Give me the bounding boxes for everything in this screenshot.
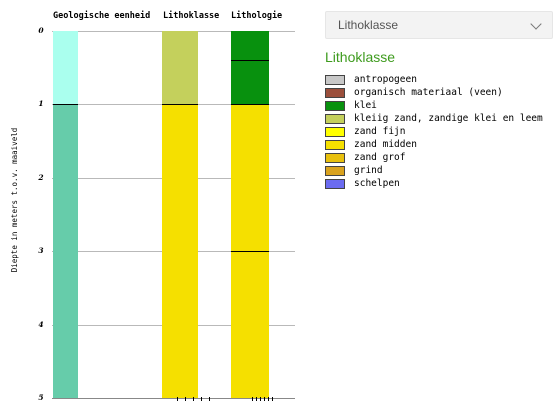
layer-3-2[interactable] [231,60,269,104]
legend-label: organisch materiaal (veen) [354,87,503,98]
legend-swatch [325,140,345,150]
legend-label: klei [354,100,377,111]
column-header-lithologie: Lithologie [231,11,283,21]
legend-item: zand midden [325,139,560,152]
legend-item: organisch materiaal (veen) [325,87,560,100]
legend-swatch [325,114,345,124]
depth-tick-label: 4 [38,320,44,329]
legend-label: zand fijn [354,126,406,137]
scale-minor-tick [177,397,178,401]
legend-item: klei [325,100,560,113]
legend-item: kleiig zand, zandige klei en leem [325,113,560,126]
legend-item: schelpen [325,178,560,191]
legend-label: zand grof [354,152,406,163]
layer-boundary-line [231,60,269,61]
legend-label: zand midden [354,139,417,150]
layer-boundary-line [231,104,269,105]
scale-minor-tick [264,397,265,401]
legend-item: grind [325,165,560,178]
layer-boundary-line [231,251,269,252]
borehole-profile: Geologische eenheid Lithoklasse Litholog… [10,11,295,402]
scale-minor-tick [252,397,253,401]
legend-swatch [325,127,345,137]
legend-swatch [325,88,345,98]
column-header-geologische-eenheid: Geologische eenheid [53,11,151,21]
scale-minor-tick [256,397,257,401]
legend-label: antropogeen [354,74,417,85]
depth-tick-label: 0 [38,26,44,35]
layer-3-4[interactable] [231,251,269,398]
legend-label: schelpen [354,178,400,189]
layer-3-3[interactable] [231,104,269,251]
chevron-down-icon[interactable] [530,18,542,30]
scale-minor-tick [268,397,269,401]
legend-item: zand fijn [325,126,560,139]
legend-item: antropogeen [325,74,560,87]
depth-axis-title: Diepte in meters t.o.v. maaiveld [10,127,19,273]
legend-label: kleiig zand, zandige klei en leem [354,113,543,124]
layer-boundary-line [53,104,78,105]
depth-tick-label: 3 [38,246,44,255]
legend-swatch [325,166,345,176]
legend-item: zand grof [325,152,560,165]
layer-boundary-line [162,104,198,105]
scale-minor-tick [260,397,261,401]
dropdown-selected-value: Lithoklasse [338,18,399,32]
layer-1-1[interactable] [53,31,78,104]
legend-type-dropdown[interactable]: Lithoklasse [325,11,553,39]
layer-2-2[interactable] [162,104,198,398]
legend-title: Lithoklasse [325,49,396,65]
legend-label: grind [354,165,383,176]
scale-minor-tick [185,397,186,401]
legend-swatch [325,153,345,163]
depth-tick-label: 2 [38,173,44,182]
depth-tick-label: 1 [38,99,44,108]
scale-minor-tick [201,397,202,401]
legend-swatch [325,101,345,111]
scale-minor-tick [193,397,194,401]
column-header-lithoklasse: Lithoklasse [163,11,220,21]
layer-1-2[interactable] [53,104,78,398]
layer-2-1[interactable] [162,31,198,104]
legend-list: antropogeen organisch materiaal (veen) kle… [325,74,560,191]
legend-swatch [325,75,345,85]
scale-minor-tick [209,397,210,401]
scale-minor-tick [272,397,273,401]
depth-tick-label: 5 [38,393,44,402]
legend-panel: Lithoklasse Lithoklasse antropogeen organ… [325,0,560,416]
legend-swatch [325,179,345,189]
layer-3-1[interactable] [231,31,269,60]
profile-bottom-line [53,398,269,399]
